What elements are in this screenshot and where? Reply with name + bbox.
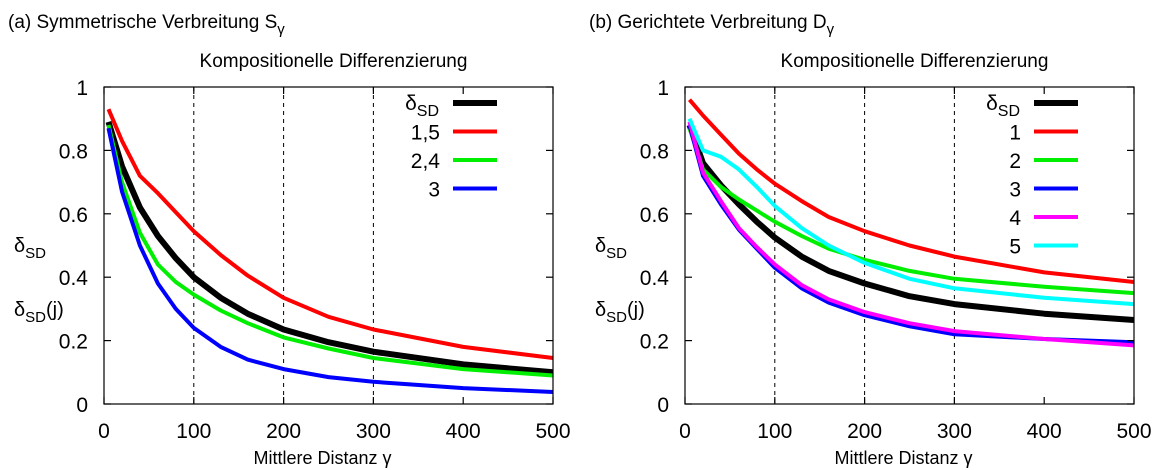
legend-label-4: 4: [1009, 207, 1021, 230]
panel-title: (b) Gerichtete Verbreitung Dγ: [589, 12, 835, 38]
y-axis-label-j: δSD(j): [595, 299, 645, 326]
panel-title: (a) Symmetrische Verbreitung Sγ: [8, 12, 285, 38]
y-tick-label: 0: [76, 394, 88, 417]
y-tick-label: 1: [657, 77, 669, 100]
y-tick-label: 1: [76, 77, 88, 100]
y-axis-label: δSD: [595, 235, 627, 262]
chart-b-svg: (b) Gerichtete Verbreitung Dγ Komposition…: [589, 12, 1152, 468]
x-tick-label: 400: [1027, 420, 1062, 443]
series-line-0: [105, 121, 554, 376]
series-line-1: [106, 108, 554, 360]
x-tick-label: 300: [356, 420, 391, 443]
series-line-2: [687, 127, 1135, 296]
series-line-5: [687, 117, 1135, 307]
y-tick-label: 0.6: [59, 204, 88, 227]
x-tick-label: 300: [937, 420, 972, 443]
plot-frame: [103, 86, 554, 405]
legend-head: δSD: [986, 92, 1020, 120]
legend-label-3: 3: [428, 179, 440, 202]
legend-label-2: 2,4: [411, 150, 441, 173]
x-tick-label: 500: [535, 420, 570, 443]
y-tick-label: 0.2: [640, 331, 669, 354]
series-line-4: [687, 121, 1135, 348]
series-line-0: [686, 123, 1135, 323]
legend-label-1: 1,5: [411, 122, 440, 145]
legend-label-5: 5: [1009, 236, 1021, 259]
y-tick-label: 0.4: [59, 267, 89, 290]
legend-label-3: 3: [1009, 179, 1021, 202]
chart-a-svg: (a) Symmetrische Verbreitung Sγ Kompositi…: [8, 12, 571, 468]
y-tick-label: 0: [657, 394, 669, 417]
x-axis-label: Mittlere Distanz γ: [253, 448, 391, 468]
series-line-3: [687, 124, 1135, 345]
x-tick-label: 100: [176, 420, 211, 443]
x-tick-label: 200: [847, 420, 882, 443]
y-tick-label: 0.6: [640, 204, 669, 227]
series-line-3: [106, 127, 554, 394]
series-line-1: [687, 98, 1135, 284]
y-tick-label: 0.8: [640, 140, 669, 163]
chart-panel-a: (a) Symmetrische Verbreitung Sγ Kompositi…: [8, 12, 571, 468]
x-tick-label: 200: [266, 420, 301, 443]
x-tick-label: 100: [757, 420, 792, 443]
y-tick-label: 0.8: [59, 140, 88, 163]
x-tick-label: 400: [446, 420, 481, 443]
chart-panel-b: (b) Gerichtete Verbreitung Dγ Komposition…: [581, 0, 1162, 470]
y-tick-label: 0.2: [59, 331, 88, 354]
y-tick-label: 0.4: [640, 267, 670, 290]
y-axis-label: δSD: [14, 235, 46, 262]
series-line-2: [106, 124, 554, 378]
x-tick-label: 0: [98, 420, 110, 443]
x-axis-label: Mittlere Distanz γ: [834, 448, 972, 468]
y-axis-label-j: δSD(j): [14, 299, 64, 326]
plot-frame: [684, 86, 1135, 405]
legend-label-2: 2: [1009, 150, 1021, 173]
x-tick-label: 0: [679, 420, 691, 443]
legend-label-1: 1: [1009, 122, 1021, 145]
legend-head: δSD: [405, 92, 439, 120]
plot-title: Kompositionelle Differenzierung: [200, 51, 468, 72]
x-tick-label: 500: [1116, 420, 1151, 443]
plot-title: Kompositionelle Differenzierung: [781, 51, 1049, 72]
